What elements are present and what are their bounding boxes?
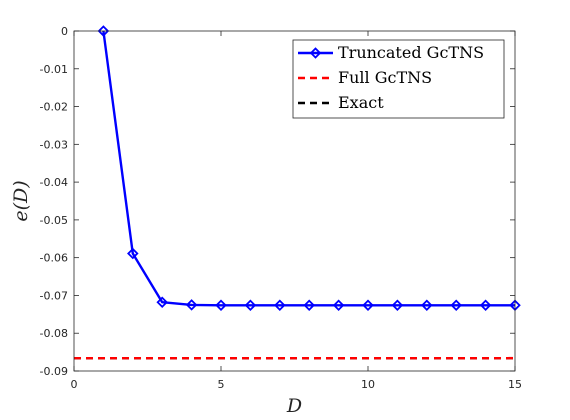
y-tick-label: -0.07: [40, 289, 68, 302]
y-tick-label: -0.04: [40, 176, 68, 189]
x-tick-label: 0: [71, 378, 78, 391]
data-point-marker: [185, 299, 198, 311]
y-tick-label: 0: [61, 25, 68, 38]
series-line-0: [102, 30, 515, 307]
data-point-marker: [156, 296, 168, 309]
y-tick-label: -0.01: [40, 63, 68, 76]
x-tick-label: 15: [508, 378, 522, 391]
data-point-marker: [97, 25, 110, 37]
data-point-marker: [450, 299, 462, 312]
legend-marker-0: [309, 47, 322, 59]
series-layer: [74, 25, 521, 360]
y-tick-label: -0.02: [40, 101, 68, 114]
data-point-marker: [479, 299, 492, 312]
data-point-marker: [215, 299, 227, 312]
x-tick-label: 10: [361, 378, 375, 391]
legend-label-1: Full GcTNS: [338, 68, 432, 87]
y-tick-label: -0.08: [40, 327, 68, 340]
x-tick-label: 5: [218, 378, 225, 391]
data-point-marker: [244, 299, 257, 312]
data-point-marker: [421, 299, 433, 312]
y-tick-label: -0.06: [40, 252, 68, 265]
axes-box: [73, 30, 516, 372]
legend: Truncated GcTNS Full GcTNS Exact: [292, 39, 505, 119]
y-tick-label: -0.05: [40, 214, 68, 227]
y-tick-label: -0.09: [40, 365, 68, 378]
data-point-marker: [391, 299, 404, 312]
x-axis-label: D: [286, 395, 302, 417]
data-point-marker: [332, 299, 345, 312]
data-point-marker: [274, 299, 286, 312]
legend-label-0: Truncated GcTNS: [338, 43, 484, 62]
data-point-marker: [362, 299, 374, 312]
legend-label-2: Exact: [338, 93, 384, 112]
y-axis-label: e(D): [10, 180, 32, 221]
axes-layer: 0 5 10 15 0 -0.01 -0.02 -0.03 -0.04 -0.05 -0.06 -0.…: [40, 25, 522, 391]
data-point-marker: [303, 299, 315, 312]
data-point-marker: [127, 247, 139, 260]
y-tick-label: -0.03: [40, 138, 68, 151]
